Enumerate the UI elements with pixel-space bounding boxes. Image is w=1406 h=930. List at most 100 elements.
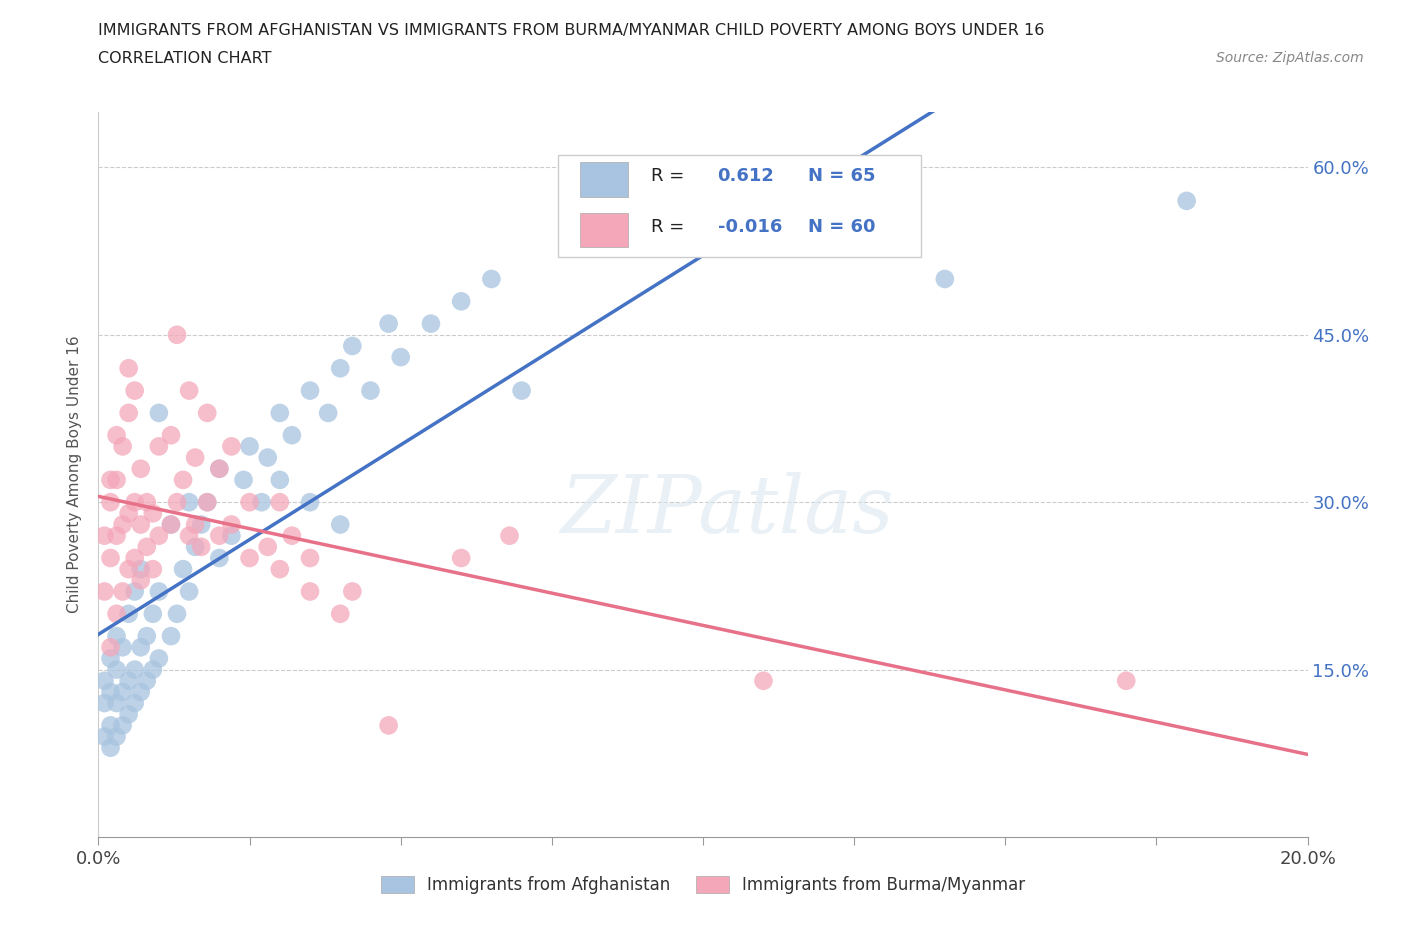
Text: N = 65: N = 65 [808,167,876,185]
Point [100,640,122,655]
Point [342,584,364,599]
Point [100,472,122,487]
Point [93,528,115,543]
Point [118,606,141,621]
Point [135,539,157,554]
Point [148,405,170,420]
Point [148,528,170,543]
Point [299,584,322,599]
Point [105,606,128,621]
Point [250,495,273,510]
Point [135,495,157,510]
Point [105,472,128,487]
Point [111,684,134,699]
Text: ZIPatlas: ZIPatlas [561,472,894,550]
Point [93,673,115,688]
Point [450,294,472,309]
Point [142,562,165,577]
Text: -0.016: -0.016 [717,218,782,236]
Point [256,539,278,554]
Point [221,439,243,454]
Point [269,562,291,577]
Point [160,517,183,532]
Point [93,584,115,599]
Point [100,740,122,755]
Point [221,528,243,543]
Point [124,696,146,711]
Point [179,584,201,599]
Point [100,495,122,510]
Point [93,696,115,711]
Point [281,528,304,543]
Point [179,495,201,510]
Point [208,551,231,565]
Point [124,584,146,599]
Point [1115,673,1137,688]
FancyBboxPatch shape [558,155,921,257]
Point [256,450,278,465]
Point [129,562,152,577]
Point [269,472,291,487]
Point [195,495,218,510]
Point [118,361,141,376]
Point [329,361,352,376]
Point [105,428,128,443]
Point [129,517,152,532]
Point [377,316,399,331]
Point [1175,193,1198,208]
Point [105,528,128,543]
Point [184,517,207,532]
Point [142,606,165,621]
Point [239,551,262,565]
Point [135,673,157,688]
Point [329,606,352,621]
Point [179,528,201,543]
Point [124,495,146,510]
Point [269,495,291,510]
Text: N = 60: N = 60 [808,218,876,236]
Point [160,629,183,644]
Point [571,216,593,231]
Text: 0.612: 0.612 [717,167,775,185]
Point [190,539,212,554]
Point [239,439,262,454]
Text: R =: R = [651,167,685,185]
Point [118,673,141,688]
FancyBboxPatch shape [579,162,628,196]
Point [135,629,157,644]
Point [269,405,291,420]
Point [105,629,128,644]
Point [142,506,165,521]
Point [100,551,122,565]
Point [160,517,183,532]
Point [111,517,134,532]
Point [208,461,231,476]
Point [111,640,134,655]
Point [100,651,122,666]
Point [129,640,152,655]
Point [166,495,188,510]
Point [208,461,231,476]
FancyBboxPatch shape [579,213,628,247]
Point [752,673,775,688]
Point [498,528,520,543]
Point [166,606,188,621]
Point [93,729,115,744]
Point [299,383,322,398]
Point [129,573,152,588]
Point [166,327,188,342]
Point [118,506,141,521]
Point [118,707,141,722]
Point [105,662,128,677]
Point [389,350,412,365]
Point [118,562,141,577]
Text: Source: ZipAtlas.com: Source: ZipAtlas.com [1216,51,1364,65]
Point [105,729,128,744]
Point [111,439,134,454]
Point [377,718,399,733]
Point [118,405,141,420]
Point [232,472,254,487]
Legend: Immigrants from Afghanistan, Immigrants from Burma/Myanmar: Immigrants from Afghanistan, Immigrants … [381,876,1025,894]
Point [100,718,122,733]
Point [172,472,194,487]
